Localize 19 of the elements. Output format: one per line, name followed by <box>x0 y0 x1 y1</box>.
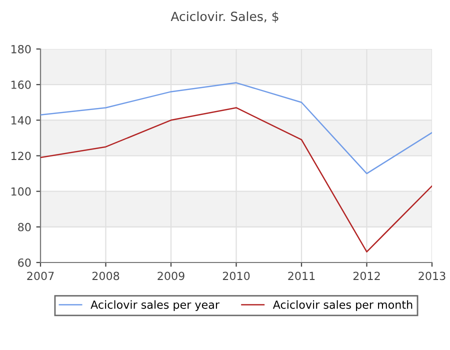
x-tick-label: 2010 <box>222 272 250 280</box>
y-tick-label: 80 <box>18 222 31 232</box>
x-tick-label: 2007 <box>27 272 54 280</box>
y-tick-label: 100 <box>11 187 31 196</box>
x-tick-label: 2009 <box>158 272 184 280</box>
x-tick-label: 2011 <box>288 272 315 280</box>
line-series <box>40 82 432 174</box>
y-tick-label: 160 <box>11 80 31 89</box>
line-series <box>40 107 432 252</box>
x-tick-label: 2012 <box>353 272 380 280</box>
y-tick-label: 60 <box>18 258 31 267</box>
x-tick-label: 2013 <box>418 272 446 280</box>
y-tick-label: 140 <box>11 116 31 125</box>
y-tick-label: 120 <box>11 152 31 160</box>
x-tick-label: 2008 <box>92 272 120 280</box>
y-tick-label: 180 <box>11 44 31 54</box>
chart-title: Aciclovir. Sales, $ <box>170 11 278 23</box>
legend-label: Aciclovir sales per month <box>272 300 412 312</box>
legend-label: Aciclovir sales per year <box>90 300 220 312</box>
